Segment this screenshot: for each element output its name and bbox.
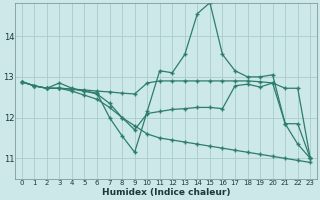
X-axis label: Humidex (Indice chaleur): Humidex (Indice chaleur) (102, 188, 230, 197)
